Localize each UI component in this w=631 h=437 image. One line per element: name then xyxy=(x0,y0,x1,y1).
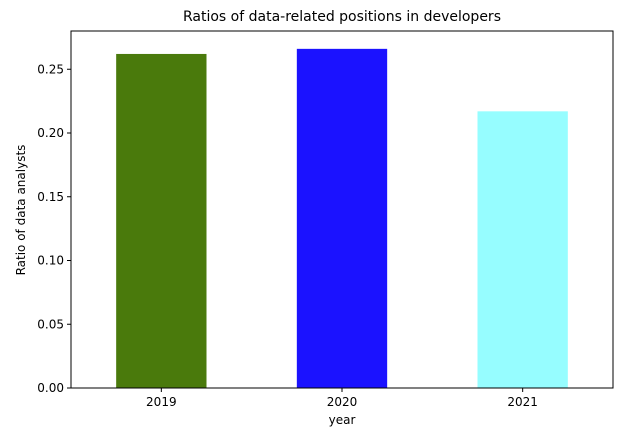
y-tick-label: 0.10 xyxy=(37,254,64,268)
y-axis-label: Ratio of data analysts xyxy=(14,145,28,276)
x-axis-label: year xyxy=(329,413,356,427)
chart-title: Ratios of data-related positions in deve… xyxy=(183,9,501,25)
y-tick-label: 0.20 xyxy=(37,126,64,140)
x-tick-label: 2021 xyxy=(507,395,538,409)
bar-2021 xyxy=(477,111,568,388)
bar-2020 xyxy=(296,48,388,388)
x-tick-label: 2020 xyxy=(327,395,358,409)
y-tick-label: 0.05 xyxy=(37,317,64,331)
y-tick-label: 0.15 xyxy=(37,190,64,204)
y-tick-label: 0.25 xyxy=(37,62,64,76)
plot-area: 0.00 0.05 0.10 0.15 0.20 0.25 2019 2020 2021 xyxy=(37,30,614,409)
y-tick-label: 0.00 xyxy=(37,381,64,395)
x-tick-label: 2019 xyxy=(146,395,177,409)
bar-2019 xyxy=(116,53,207,388)
